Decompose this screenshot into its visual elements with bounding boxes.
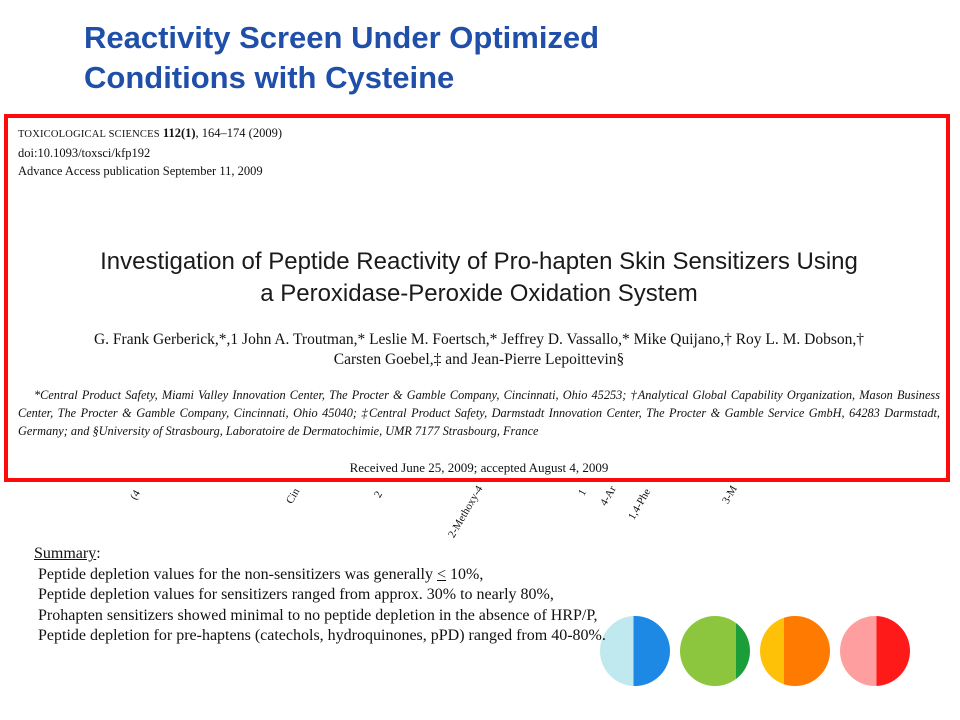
authors-line2: Carsten Goebel,‡ and Jean-Pierre Lepoitt… (333, 351, 625, 368)
journal-doi: doi:10.1093/toxsci/kfp192 (18, 146, 151, 160)
summary-line-3: Prohapten sensitizers showed minimal to … (38, 606, 598, 624)
summary-line-1: Peptide depletion values for the non-sen… (34, 565, 834, 586)
summary-heading: Summary (34, 545, 97, 562)
slide-title: Reactivity Screen Under Optimized Condit… (84, 18, 844, 98)
chart-tick-label: 1 (576, 487, 590, 498)
journal-name: TOXICOLOGICAL SCIENCES (18, 129, 160, 140)
decorative-circle-orange (760, 616, 830, 686)
slide-title-line1: Reactivity Screen Under Optimized (84, 20, 600, 55)
chart-tick-label: 4-Ar (598, 484, 619, 508)
paper-title: Investigation of Peptide Reactivity of P… (14, 246, 944, 310)
slide-title-line2: Conditions with Cysteine (84, 60, 455, 95)
summary-block: Summary: Peptide depletion values for th… (34, 544, 834, 647)
journal-advance-access: Advance Access publication September 11,… (18, 164, 263, 178)
summary-heading-colon: : (96, 545, 101, 562)
chart-tick-label: 2 (372, 489, 386, 500)
summary-line-1-tail: 10%, (446, 565, 484, 583)
chart-tick-label: Cin (284, 486, 303, 506)
paper-affiliations: *Central Product Safety, Miami Valley In… (18, 388, 940, 438)
chart-tick-label: 2-Methoxy-4 (446, 483, 486, 540)
journal-pages: , 164–174 (2009) (195, 126, 282, 140)
summary-line-1-text: Peptide depletion values for the non-sen… (38, 565, 437, 583)
chart-tick-label: (4 (128, 488, 143, 502)
summary-line-4: Peptide depletion for pre-haptens (catec… (38, 627, 606, 644)
summary-line-2: Peptide depletion values for sensitizers… (38, 586, 554, 603)
journal-volume: 112(1) (162, 126, 196, 140)
paper-header-overlay: TOXICOLOGICAL SCIENCES 112(1), 164–174 (… (4, 114, 950, 482)
paper-received-date: Received June 25, 2009; accepted August … (349, 460, 609, 475)
chart-tick-label: 1,4-Phe (626, 486, 654, 522)
journal-citation: TOXICOLOGICAL SCIENCES 112(1), 164–174 (… (18, 124, 282, 180)
paper-authors: G. Frank Gerberick,*,1 John A. Troutman,… (14, 330, 944, 370)
authors-line1: G. Frank Gerberick,*,1 John A. Troutman,… (93, 331, 865, 348)
paper-title-line2: a Peroxidase-Peroxide Oxidation System (260, 280, 698, 307)
decorative-circle-blue (600, 616, 670, 686)
paper-title-line1: Investigation of Peptide Reactivity of P… (100, 248, 858, 275)
less-equal-symbol: < (437, 565, 447, 583)
decorative-circle-green (680, 616, 750, 686)
decorative-circle-red (840, 616, 910, 686)
chart-tick-label: 3-M (720, 483, 740, 506)
